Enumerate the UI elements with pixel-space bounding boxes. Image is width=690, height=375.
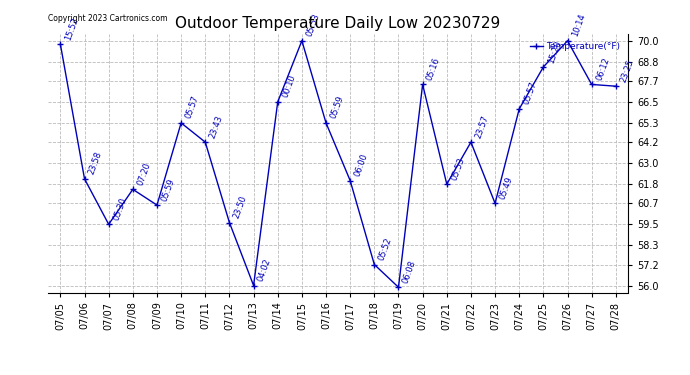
Text: 05:49: 05:49 — [498, 175, 515, 201]
Temperature(°F) — [346, 178, 355, 183]
Text: 06:00: 06:00 — [353, 152, 370, 178]
Text: 05:30: 05:30 — [112, 196, 128, 222]
Temperature(°F) — [177, 121, 186, 125]
Temperature(°F) — [153, 203, 161, 207]
Line: Temperature(°F): Temperature(°F) — [57, 37, 620, 291]
Temperature(°F) — [515, 106, 524, 111]
Text: 05:16: 05:16 — [426, 56, 442, 82]
Temperature(°F) — [467, 140, 475, 144]
Text: 05:53: 05:53 — [450, 156, 466, 182]
Temperature(°F) — [322, 121, 331, 125]
Text: 06:08: 06:08 — [402, 259, 418, 285]
Text: 07:20: 07:20 — [136, 161, 152, 187]
Temperature(°F) — [80, 177, 88, 181]
Temperature(°F) — [612, 84, 620, 88]
Temperature(°F) — [105, 222, 113, 226]
Text: Copyright 2023 Cartronics.com: Copyright 2023 Cartronics.com — [48, 14, 168, 23]
Legend: Temperature(°F): Temperature(°F) — [526, 38, 623, 54]
Temperature(°F) — [540, 65, 548, 69]
Temperature(°F) — [274, 100, 282, 104]
Text: 05:59: 05:59 — [329, 95, 346, 120]
Temperature(°F) — [371, 262, 379, 267]
Temperature(°F) — [395, 285, 403, 290]
Temperature(°F) — [298, 39, 306, 43]
Temperature(°F) — [57, 42, 65, 46]
Text: 05:52: 05:52 — [377, 236, 394, 262]
Temperature(°F) — [226, 220, 234, 225]
Temperature(°F) — [564, 39, 572, 43]
Temperature(°F) — [443, 182, 451, 186]
Text: 05:59: 05:59 — [160, 177, 177, 202]
Temperature(°F) — [201, 140, 210, 144]
Text: 10:14: 10:14 — [571, 13, 587, 38]
Temperature(°F) — [588, 82, 596, 87]
Text: 04:02: 04:02 — [257, 257, 273, 283]
Text: 00:10: 00:10 — [281, 74, 297, 99]
Text: 23:50: 23:50 — [233, 194, 249, 220]
Temperature(°F) — [129, 187, 137, 192]
Temperature(°F) — [491, 201, 500, 206]
Text: 15:20: 15:20 — [546, 39, 563, 64]
Text: 05:57: 05:57 — [522, 81, 539, 106]
Text: 05:53: 05:53 — [305, 12, 322, 38]
Text: 06:12: 06:12 — [595, 56, 611, 82]
Title: Outdoor Temperature Daily Low 20230729: Outdoor Temperature Daily Low 20230729 — [175, 16, 501, 31]
Text: 23:25: 23:25 — [619, 58, 635, 83]
Text: 23:43: 23:43 — [208, 114, 225, 140]
Temperature(°F) — [250, 283, 258, 288]
Text: 15:52: 15:52 — [63, 16, 80, 42]
Text: 23:58: 23:58 — [88, 150, 104, 176]
Text: 05:57: 05:57 — [184, 94, 201, 120]
Text: 23:57: 23:57 — [474, 114, 491, 140]
Temperature(°F) — [419, 82, 427, 87]
